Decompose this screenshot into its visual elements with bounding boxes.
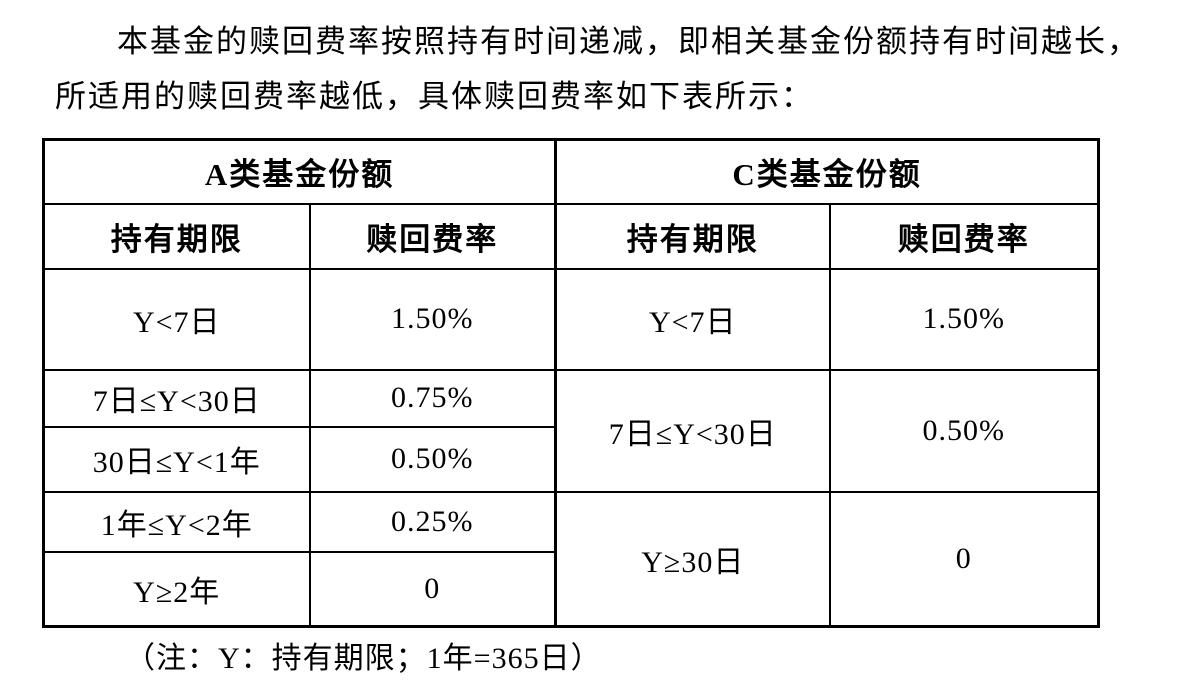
a-rate-cell: 0.25%: [308, 490, 557, 553]
table-row: Y<7日 1.50% Y<7日 1.50%: [42, 267, 1100, 371]
intro-line-1: 本基金的赎回费率按照持有时间递减，即相关基金份额持有时间越长，: [117, 24, 1140, 59]
table-row: 7日≤Y<30日 0.75% 7日≤Y<30日 0.50%: [42, 368, 1100, 493]
table-row: 1年≤Y<2年 0.25% Y≥30日 0: [42, 490, 1100, 628]
c-period-cell-merged: Y≥30日: [554, 490, 831, 628]
redemption-fee-table: A类基金份额 C类基金份额 持有期限 赎回费率 持有期限 赎回费率 Y<7日 1…: [42, 138, 1101, 628]
a-period-cell: 30日≤Y<1年: [42, 425, 311, 493]
table-row: 30日≤Y<1年 0.50%: [42, 425, 1099, 493]
a-rate-cell: 0.50%: [308, 425, 557, 493]
table-row: Y≥2年 0: [42, 550, 1099, 628]
a-class-section-header: A类基金份额: [42, 138, 557, 205]
column-header-row: 持有期限 赎回费率 持有期限 赎回费率: [42, 202, 1100, 270]
a-period-cell: 1年≤Y<2年: [42, 490, 311, 553]
table-note: （注：Y：持有期限；1年=365日）: [125, 642, 602, 675]
c-rate-cell: 1.50%: [828, 267, 1100, 371]
c-class-section-header: C类基金份额: [554, 138, 1100, 205]
c-rate-header-cell: 赎回费率: [828, 202, 1100, 270]
c-rate-cell-merged: 0.50%: [828, 368, 1100, 493]
a-rate-cell: 0.75%: [308, 368, 557, 428]
a-rate-header-cell: 赎回费率: [308, 202, 557, 270]
intro-paragraph: 本基金的赎回费率按照持有时间递减，即相关基金份额持有时间越长， 所适用的赎回费率…: [55, 14, 1155, 124]
section-header-row: A类基金份额 C类基金份额: [42, 138, 1100, 205]
a-period-cell: Y<7日: [42, 267, 311, 371]
a-period-cell: Y≥2年: [42, 550, 311, 628]
a-period-header-cell: 持有期限: [42, 202, 311, 270]
c-period-cell-merged: 7日≤Y<30日: [554, 368, 831, 493]
c-period-header-cell: 持有期限: [554, 202, 831, 270]
a-rate-cell: 0: [308, 550, 557, 628]
c-rate-cell-merged: 0: [828, 490, 1100, 628]
a-period-cell: 7日≤Y<30日: [42, 368, 311, 428]
c-period-cell: Y<7日: [554, 267, 831, 371]
a-rate-cell: 1.50%: [308, 267, 557, 371]
intro-line-2: 所适用的赎回费率越低，具体赎回费率如下表所示：: [55, 79, 814, 114]
